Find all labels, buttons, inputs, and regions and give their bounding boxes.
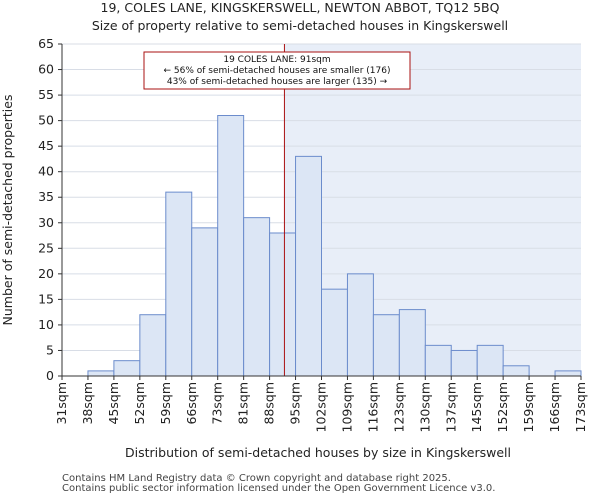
x-tick-label: 95sqm: [288, 382, 303, 425]
y-ticks: 0 5 10 15 20 25 30 35 40 45 50 55 60 65: [38, 36, 62, 383]
x-tick-label: 109sqm: [339, 382, 354, 432]
x-tick-label: 102sqm: [314, 382, 329, 432]
y-tick-label: 55: [38, 87, 54, 102]
y-tick-label: 40: [38, 164, 54, 179]
bar: [243, 217, 271, 377]
x-tick-label: 145sqm: [469, 382, 484, 432]
x-tick-label: 137sqm: [443, 382, 458, 432]
annotation-smaller: ← 56% of semi-detached houses are smalle…: [164, 66, 391, 76]
x-tick-label: 166sqm: [547, 382, 562, 432]
bar: [321, 288, 348, 377]
x-tick-label: 66sqm: [184, 382, 199, 425]
x-tick-label: 159sqm: [521, 382, 536, 432]
y-tick-label: 60: [38, 62, 54, 77]
x-tick-label: 152sqm: [495, 382, 510, 432]
x-tick-label: 88sqm: [262, 382, 277, 425]
bar: [398, 309, 426, 377]
x-ticks: 31sqm 38sqm 45sqm 52sqm 59sqm 66sqm 73sqm 81sqm…: [54, 376, 588, 432]
footer-line-2: Contains public sector information licen…: [62, 483, 496, 494]
x-tick-label: 123sqm: [391, 382, 406, 432]
bar: [165, 191, 193, 377]
y-tick-label: 10: [38, 317, 54, 332]
bar: [87, 370, 115, 377]
y-tick-label: 25: [38, 240, 54, 255]
y-tick-label: 35: [38, 189, 54, 204]
bar: [372, 314, 400, 377]
x-tick-label: 31sqm: [54, 382, 69, 425]
bar: [139, 314, 167, 377]
y-tick-label: 50: [38, 113, 54, 128]
y-tick-label: 45: [38, 138, 54, 153]
bar: [476, 344, 504, 377]
chart-subtitle: Size of property relative to semi-detach…: [92, 18, 508, 33]
y-tick-label: 65: [38, 36, 54, 51]
annotation-larger: 43% of semi-detached houses are larger (…: [167, 77, 388, 87]
x-tick-label: 52sqm: [132, 382, 147, 425]
x-tick-label: 73sqm: [210, 382, 225, 425]
bar: [554, 370, 582, 377]
x-tick-label: 45sqm: [106, 382, 121, 425]
x-axis-label: Distribution of semi-detached houses by …: [125, 445, 511, 460]
x-tick-label: 130sqm: [417, 382, 432, 432]
x-tick-label: 38sqm: [80, 382, 95, 425]
y-axis-label: Number of semi-detached properties: [0, 95, 15, 326]
x-tick-label: 173sqm: [573, 382, 588, 432]
y-tick-label: 15: [38, 291, 54, 306]
bar: [424, 344, 452, 377]
annotation-box: [143, 51, 411, 90]
bar: [502, 365, 530, 377]
chart: 19, COLES LANE, KINGSKERSWELL, NEWTON AB…: [0, 0, 588, 460]
bar: [269, 232, 297, 377]
annotation-title: 19 COLES LANE: 91sqm: [223, 55, 330, 65]
bar: [346, 273, 374, 377]
y-tick-label: 0: [46, 368, 54, 383]
chart-title: 19, COLES LANE, KINGSKERSWELL, NEWTON AB…: [101, 0, 500, 15]
x-tick-label: 81sqm: [236, 382, 251, 425]
y-tick-label: 5: [46, 342, 54, 357]
x-tick-label: 116sqm: [365, 382, 380, 432]
y-tick-label: 20: [38, 266, 54, 281]
footer-line-1: Contains HM Land Registry data © Crown c…: [62, 473, 451, 484]
bar: [295, 155, 322, 377]
x-tick-label: 59sqm: [158, 382, 173, 425]
y-tick-label: 30: [38, 215, 54, 230]
bar: [217, 115, 245, 377]
bar: [191, 227, 219, 377]
bar: [450, 349, 478, 377]
bar: [113, 360, 141, 377]
